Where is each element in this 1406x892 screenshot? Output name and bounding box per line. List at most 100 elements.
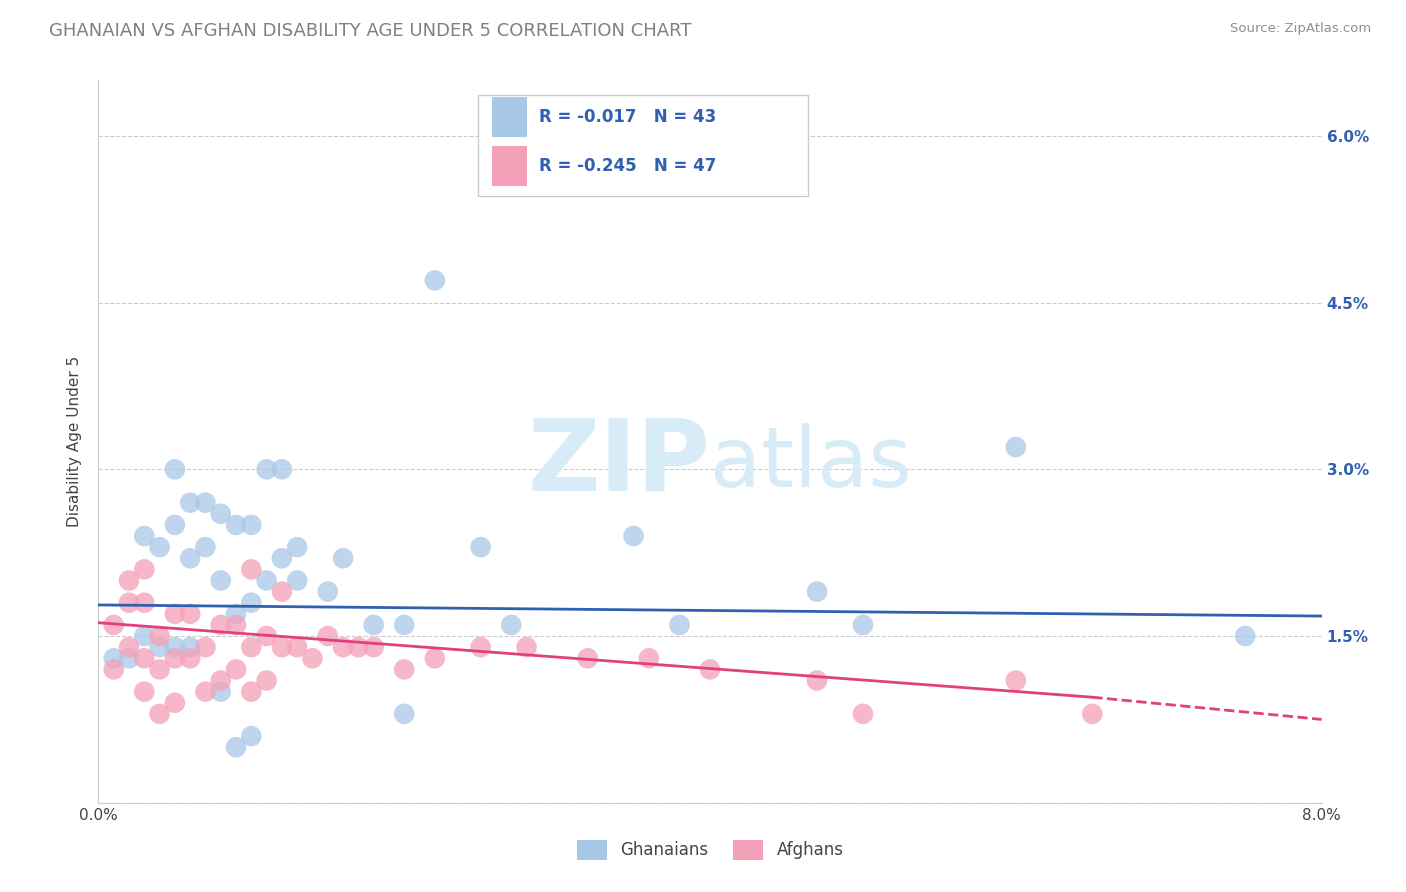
Point <box>118 596 141 610</box>
Point <box>194 496 217 510</box>
Point <box>163 462 186 476</box>
Point <box>285 640 308 655</box>
Point <box>134 596 156 610</box>
Point <box>179 496 201 510</box>
Point <box>699 662 721 676</box>
Point <box>332 551 354 566</box>
Point <box>209 574 232 588</box>
Text: atlas: atlas <box>710 423 911 504</box>
Point <box>270 640 294 655</box>
FancyBboxPatch shape <box>478 95 808 196</box>
Point <box>637 651 661 665</box>
Text: GHANAIAN VS AFGHAN DISABILITY AGE UNDER 5 CORRELATION CHART: GHANAIAN VS AFGHAN DISABILITY AGE UNDER … <box>49 22 692 40</box>
Text: ZIP: ZIP <box>527 415 710 512</box>
Point <box>270 551 294 566</box>
Point <box>194 684 217 698</box>
Point <box>149 629 172 643</box>
Point <box>134 529 156 543</box>
Point <box>576 651 599 665</box>
Point <box>163 640 186 655</box>
Point <box>1004 673 1026 688</box>
Point <box>134 562 156 576</box>
Y-axis label: Disability Age Under 5: Disability Age Under 5 <box>67 356 83 527</box>
Point <box>149 640 172 655</box>
Bar <box>492 146 527 186</box>
Point <box>623 529 645 543</box>
Point <box>240 684 263 698</box>
Point <box>852 618 875 632</box>
Point <box>225 662 247 676</box>
Point <box>209 673 232 688</box>
Point <box>1234 629 1257 643</box>
Point <box>103 651 125 665</box>
Point <box>316 584 339 599</box>
Point <box>240 640 263 655</box>
Point <box>668 618 690 632</box>
Point <box>852 706 875 721</box>
Point <box>149 662 172 676</box>
Point <box>347 640 370 655</box>
Point <box>363 640 385 655</box>
Point <box>270 462 294 476</box>
Point <box>118 574 141 588</box>
Point <box>118 640 141 655</box>
Point <box>209 618 232 632</box>
Text: R = -0.017   N = 43: R = -0.017 N = 43 <box>538 108 716 127</box>
Text: Source: ZipAtlas.com: Source: ZipAtlas.com <box>1230 22 1371 36</box>
Point <box>209 684 232 698</box>
Point <box>149 540 172 554</box>
Point <box>179 651 201 665</box>
Point <box>179 640 201 655</box>
Point <box>118 651 141 665</box>
Point <box>256 462 278 476</box>
Point <box>225 607 247 621</box>
Legend: Ghanaians, Afghans: Ghanaians, Afghans <box>569 833 851 867</box>
Point <box>194 540 217 554</box>
Point <box>240 517 263 532</box>
Point <box>134 629 156 643</box>
Point <box>225 618 247 632</box>
Point <box>470 540 492 554</box>
Point <box>225 517 247 532</box>
Point <box>285 540 308 554</box>
Point <box>209 507 232 521</box>
Point <box>470 640 492 655</box>
Point <box>316 629 339 643</box>
Point <box>270 584 294 599</box>
Point <box>1004 440 1026 454</box>
Point <box>1081 706 1104 721</box>
Point <box>806 584 828 599</box>
Point <box>163 696 186 710</box>
Point <box>256 629 278 643</box>
Point <box>423 273 446 287</box>
Point <box>149 706 172 721</box>
Point <box>103 662 125 676</box>
Point <box>194 640 217 655</box>
Text: R = -0.245   N = 47: R = -0.245 N = 47 <box>538 157 716 175</box>
Point <box>240 596 263 610</box>
Bar <box>492 97 527 137</box>
Point <box>285 574 308 588</box>
Point <box>301 651 323 665</box>
Point <box>134 651 156 665</box>
Point <box>163 651 186 665</box>
Point <box>392 706 416 721</box>
Point <box>103 618 125 632</box>
Point <box>256 673 278 688</box>
Point <box>392 662 416 676</box>
Point <box>240 729 263 743</box>
Point <box>806 673 828 688</box>
Point <box>179 551 201 566</box>
Point <box>392 618 416 632</box>
Point <box>501 618 523 632</box>
Point <box>163 517 186 532</box>
Point <box>516 640 538 655</box>
Point <box>363 618 385 632</box>
Point <box>225 740 247 755</box>
Point <box>134 684 156 698</box>
Point <box>256 574 278 588</box>
Point <box>240 562 263 576</box>
Point <box>179 607 201 621</box>
Point <box>332 640 354 655</box>
Point <box>163 607 186 621</box>
